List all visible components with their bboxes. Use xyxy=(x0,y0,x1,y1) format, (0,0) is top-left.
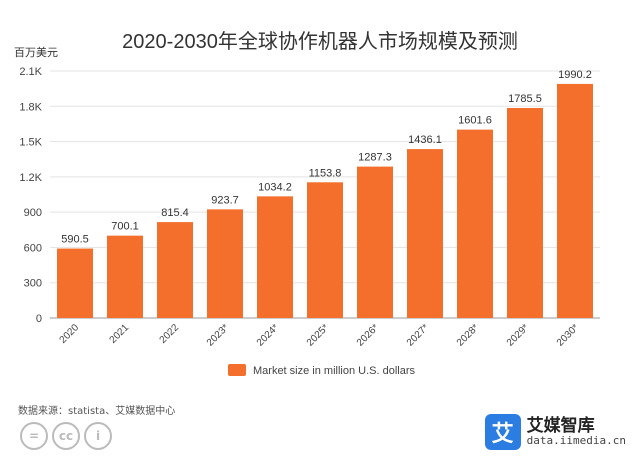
bar xyxy=(457,129,493,318)
x-tick-label: 2030* xyxy=(555,322,581,348)
legend-swatch xyxy=(228,364,246,376)
data-label: 1287.3 xyxy=(358,152,392,164)
brand-name: 艾媒智库 xyxy=(526,415,595,436)
y-axis-ticks: 0 300 600 900 1.2K 1.5K 1.8K 2.1K xyxy=(19,66,42,325)
x-tick-label: 2020 xyxy=(58,322,82,346)
y-tick-label: 600 xyxy=(24,242,42,254)
bar xyxy=(257,196,293,318)
no-derivatives-icon: = xyxy=(20,422,48,450)
data-label: 700.1 xyxy=(111,221,139,233)
y-tick-label: 900 xyxy=(24,207,42,219)
y-axis-unit-label: 百万美元 xyxy=(14,46,58,59)
y-tick-label: 2.1K xyxy=(19,66,42,78)
data-label: 1785.5 xyxy=(508,93,542,105)
x-tick-label: 2026* xyxy=(355,322,381,348)
attribution-icon: i xyxy=(84,422,112,450)
y-tick-label: 300 xyxy=(24,278,42,290)
x-axis-ticks: 2020 2021 2022 2023* 2024* 2025* 2026* 2027* 202… xyxy=(58,322,582,349)
bar xyxy=(307,182,343,318)
x-tick-label: 2029* xyxy=(505,322,531,348)
brand-block: 艾 艾媒智库 data.iimedia.cn xyxy=(484,414,626,450)
license-icons: = cc i xyxy=(20,422,112,450)
chart-title: 2020-2030年全球协作机器人市场规模及预测 xyxy=(122,30,518,53)
bar xyxy=(357,166,393,318)
x-tick-label: 2028* xyxy=(455,322,481,348)
data-label: 923.7 xyxy=(211,194,239,206)
source-note: 数据来源：statista、艾媒数据中心 xyxy=(18,406,176,417)
legend: Market size in million U.S. dollars xyxy=(228,364,415,377)
x-tick-label: 2025* xyxy=(305,322,331,348)
data-label: 590.5 xyxy=(61,234,89,246)
data-label: 815.4 xyxy=(161,207,189,219)
y-tick-label: 1.8K xyxy=(19,101,42,113)
bar xyxy=(207,209,243,318)
x-tick-label: 2021 xyxy=(108,322,132,346)
x-tick-label: 2027* xyxy=(405,322,431,348)
bar xyxy=(157,222,193,318)
creative-commons-icon: cc xyxy=(52,422,80,450)
legend-label: Market size in million U.S. dollars xyxy=(253,365,415,377)
data-label: 1601.6 xyxy=(458,115,492,127)
brand-url: data.iimedia.cn xyxy=(526,434,626,448)
y-tick-label: 1.5K xyxy=(19,137,42,149)
bar xyxy=(507,107,543,319)
bar xyxy=(57,248,93,318)
y-tick-label: 0 xyxy=(36,313,42,325)
x-tick-label: 2023* xyxy=(205,322,231,348)
x-tick-label: 2024* xyxy=(255,322,281,348)
bar xyxy=(107,235,143,318)
bar xyxy=(407,149,443,318)
x-tick-label: 2022 xyxy=(158,322,182,346)
data-label: 1153.8 xyxy=(309,167,342,179)
data-label: 1034.2 xyxy=(258,181,292,193)
bars xyxy=(57,83,593,319)
data-labels: 590.5 700.1 815.4 923.7 1034.2 1153.8 1287.3 14… xyxy=(61,69,592,246)
data-label: 1990.2 xyxy=(558,69,592,81)
bar xyxy=(557,83,593,318)
brand-logo-icon: 艾 xyxy=(484,414,521,450)
y-tick-label: 1.2K xyxy=(19,172,42,184)
data-label: 1436.1 xyxy=(408,134,442,146)
